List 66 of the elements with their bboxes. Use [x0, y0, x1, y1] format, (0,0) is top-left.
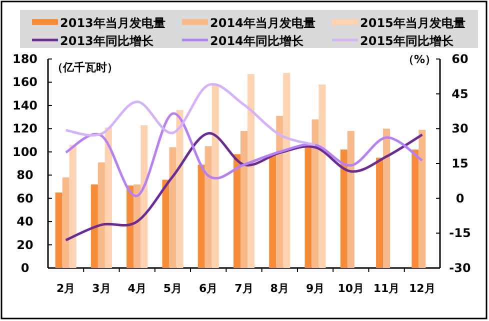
bar: [318, 84, 326, 268]
bar: [376, 158, 384, 268]
bar: [347, 130, 354, 268]
bar: [55, 192, 62, 268]
x-tick-label: 3月: [92, 282, 111, 295]
bar: [104, 128, 112, 268]
bar: [212, 84, 219, 268]
bar: [304, 147, 312, 268]
y-tick-label: 20: [16, 238, 34, 252]
y-tick-label: 60: [16, 191, 34, 206]
bar: [126, 186, 134, 268]
x-tick-label: 2月: [56, 282, 76, 295]
bar: [412, 150, 419, 268]
bar: [248, 74, 254, 268]
y2-tick-label: 30: [452, 122, 468, 136]
legend-label: 2013年当月发电量: [60, 16, 166, 30]
bar: [176, 110, 184, 268]
bar: [98, 162, 105, 268]
y-tick-label: 120: [12, 122, 38, 136]
x-tick-label: 7月: [234, 282, 254, 295]
x-tick-label: 12月: [409, 282, 436, 295]
y2-axis-title: （%）: [402, 53, 436, 66]
bar: [418, 130, 426, 268]
bar: [198, 164, 205, 268]
bar: [383, 128, 390, 268]
x-tick-label: 6月: [199, 282, 218, 295]
y2-tick-label: 0: [456, 191, 464, 206]
x-tick-label: 11月: [373, 282, 400, 295]
bar: [234, 154, 240, 268]
bar: [140, 125, 148, 268]
bar: [162, 180, 170, 268]
bar: [269, 154, 276, 268]
bar: [69, 144, 76, 268]
bar: [62, 177, 70, 268]
y-tick-label: 100: [12, 144, 38, 159]
y2-tick-label: -30: [449, 261, 471, 275]
legend-label: 2015年同比增长: [360, 34, 454, 48]
legend-label: 2014年当月发电量: [210, 16, 316, 30]
x-tick-label: 4月: [128, 282, 146, 295]
y2-tick-label: 60: [452, 52, 468, 66]
bar: [276, 116, 284, 268]
bar: [283, 72, 290, 268]
y2-tick-label: -15: [449, 226, 471, 240]
bar: [134, 184, 141, 268]
y-tick-label: 40: [16, 214, 34, 229]
y-axis-title: （亿千瓦时）: [52, 61, 118, 74]
x-tick-label: 8月: [270, 282, 289, 295]
bar: [90, 184, 98, 268]
y-tick-label: 140: [12, 98, 38, 112]
x-tick-label: 9月: [306, 282, 325, 295]
y-tick-label: 180: [12, 52, 38, 66]
y-tick-label: 160: [12, 75, 38, 90]
legend-label: 2013年同比增长: [60, 34, 154, 48]
y2-tick-label: 45: [452, 86, 468, 101]
bar: [204, 146, 212, 268]
bar: [340, 150, 348, 268]
bar: [169, 147, 176, 268]
x-tick-label: 5月: [163, 282, 182, 295]
legend-label: 2015年当月发电量: [360, 16, 466, 30]
y2-tick-label: 15: [452, 156, 468, 170]
x-tick-label: 10月: [338, 282, 364, 295]
y-tick-label: 0: [20, 261, 30, 275]
bar: [312, 119, 319, 268]
legend-label: 2014年同比增长: [210, 34, 304, 48]
y-tick-label: 80: [16, 168, 34, 182]
bar: [240, 130, 248, 268]
